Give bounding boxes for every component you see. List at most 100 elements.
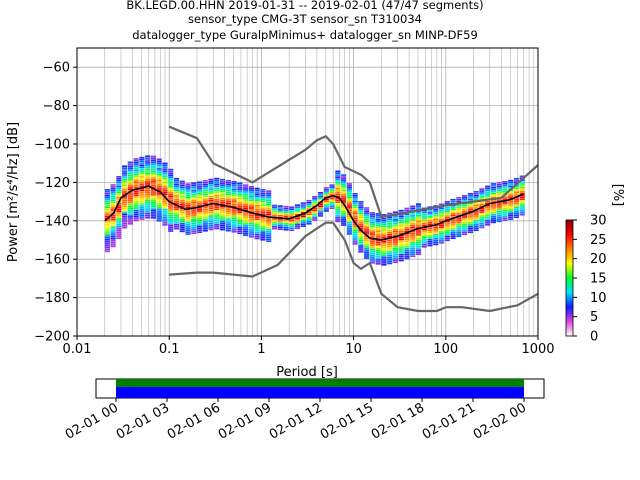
heatmap-cell: [110, 199, 116, 202]
heatmap-cell: [185, 223, 191, 226]
heatmap-cell: [375, 236, 381, 238]
heatmap-cell: [220, 198, 226, 200]
heatmap-cell: [260, 206, 266, 208]
heatmap-cell: [162, 183, 168, 186]
heatmap-cell: [168, 205, 174, 207]
heatmap-cell: [145, 211, 151, 213]
heatmap-cell: [502, 205, 508, 208]
heatmap-cell: [196, 200, 203, 203]
heatmap-cell: [323, 210, 329, 212]
heatmap-cell: [162, 166, 168, 169]
heatmap-cell: [127, 165, 133, 167]
heatmap-cell: [231, 186, 237, 189]
heatmap-cell: [145, 201, 151, 204]
heatmap-cell: [277, 228, 283, 230]
heatmap-cell: [122, 203, 128, 206]
heatmap-cell: [231, 192, 237, 195]
heatmap-cell: [168, 182, 174, 184]
heatmap-cell: [104, 206, 110, 209]
heatmap-cell: [127, 199, 133, 202]
heatmap-cell: [306, 213, 312, 215]
heatmap-cell: [335, 176, 341, 178]
heatmap-cell: [381, 254, 387, 257]
heatmap-cell: [294, 219, 301, 222]
heatmap-cell: [485, 193, 491, 195]
heatmap-cell: [260, 221, 266, 224]
heatmap-cell: [133, 192, 139, 195]
heatmap-cell: [479, 192, 485, 194]
heatmap-cell: [110, 220, 116, 223]
heatmap-cell: [513, 199, 520, 201]
heatmap-cell: [364, 224, 370, 227]
heatmap-cell: [168, 207, 174, 209]
heatmap-cell: [485, 191, 491, 193]
heatmap-cell: [145, 172, 151, 175]
heatmap-cell: [485, 189, 491, 192]
heatmap-cell: [145, 188, 151, 190]
heatmap-cell: [179, 209, 185, 212]
heatmap-cell: [254, 214, 260, 217]
heatmap-cell: [104, 237, 110, 239]
heatmap-cell: [139, 168, 145, 170]
heatmap-cell: [444, 212, 450, 215]
heatmap-cell: [375, 259, 381, 261]
heatmap-cell: [444, 226, 450, 228]
heatmap-cell: [335, 208, 341, 211]
heatmap-cell: [513, 193, 520, 195]
heatmap-cell: [214, 227, 220, 230]
heatmap-cell: [519, 206, 525, 208]
heatmap-cell: [266, 207, 272, 210]
heatmap-cell: [375, 220, 381, 223]
heatmap-cell: [490, 190, 497, 193]
heatmap-cell: [116, 181, 122, 184]
heatmap-cell: [196, 181, 203, 184]
heatmap-cell: [202, 216, 208, 219]
heatmap-cell: [231, 221, 237, 223]
heatmap-cell: [196, 185, 203, 187]
heatmap-cell: [196, 231, 203, 233]
heatmap-cell: [150, 159, 157, 162]
heatmap-cell: [421, 215, 427, 217]
heatmap-cell: [220, 180, 226, 183]
heatmap-cell: [519, 190, 525, 193]
heatmap-cell: [490, 217, 497, 220]
heatmap-cell: [283, 223, 289, 225]
heatmap-cell: [185, 231, 191, 233]
heatmap-cell: [502, 219, 508, 222]
heatmap-cell: [150, 161, 157, 163]
heatmap-cell: [444, 208, 450, 211]
heatmap-cell: [513, 214, 520, 217]
heatmap-cell: [346, 204, 352, 206]
heatmap-cell: [145, 214, 151, 217]
heatmap-cell: [150, 184, 157, 187]
heatmap-cell: [375, 224, 381, 227]
heatmap-cell: [479, 217, 485, 219]
heatmap-cell: [214, 193, 220, 195]
heatmap-cell: [208, 217, 214, 219]
heatmap-cell: [490, 194, 497, 197]
heatmap-cell: [173, 225, 180, 228]
heatmap-cell: [208, 192, 214, 194]
heatmap-cell: [150, 167, 157, 169]
model-curves: [104, 125, 538, 313]
heatmap-cell: [352, 210, 358, 212]
heatmap-cell: [237, 203, 243, 206]
heatmap-cell: [438, 232, 445, 234]
chart-title-line-1: BK.LEGD.00.HHN 2019-01-31 -- 2019-02-01 …: [126, 0, 484, 12]
heatmap-cell: [438, 226, 445, 229]
heatmap-cell: [352, 227, 358, 230]
heatmap-cell: [231, 196, 237, 199]
heatmap-cell: [266, 196, 272, 198]
heatmap-cell: [404, 248, 410, 250]
heatmap-cell: [427, 219, 433, 222]
heatmap-cell: [352, 206, 358, 209]
heatmap-cell: [277, 226, 283, 229]
heatmap-cell: [139, 175, 145, 178]
heatmap-cell: [104, 239, 110, 241]
heatmap-cell: [312, 203, 318, 206]
heatmap-cell: [508, 179, 514, 182]
heatmap-cell: [369, 250, 375, 253]
heatmap-cell: [150, 201, 157, 204]
heatmap-cell: [116, 220, 122, 222]
